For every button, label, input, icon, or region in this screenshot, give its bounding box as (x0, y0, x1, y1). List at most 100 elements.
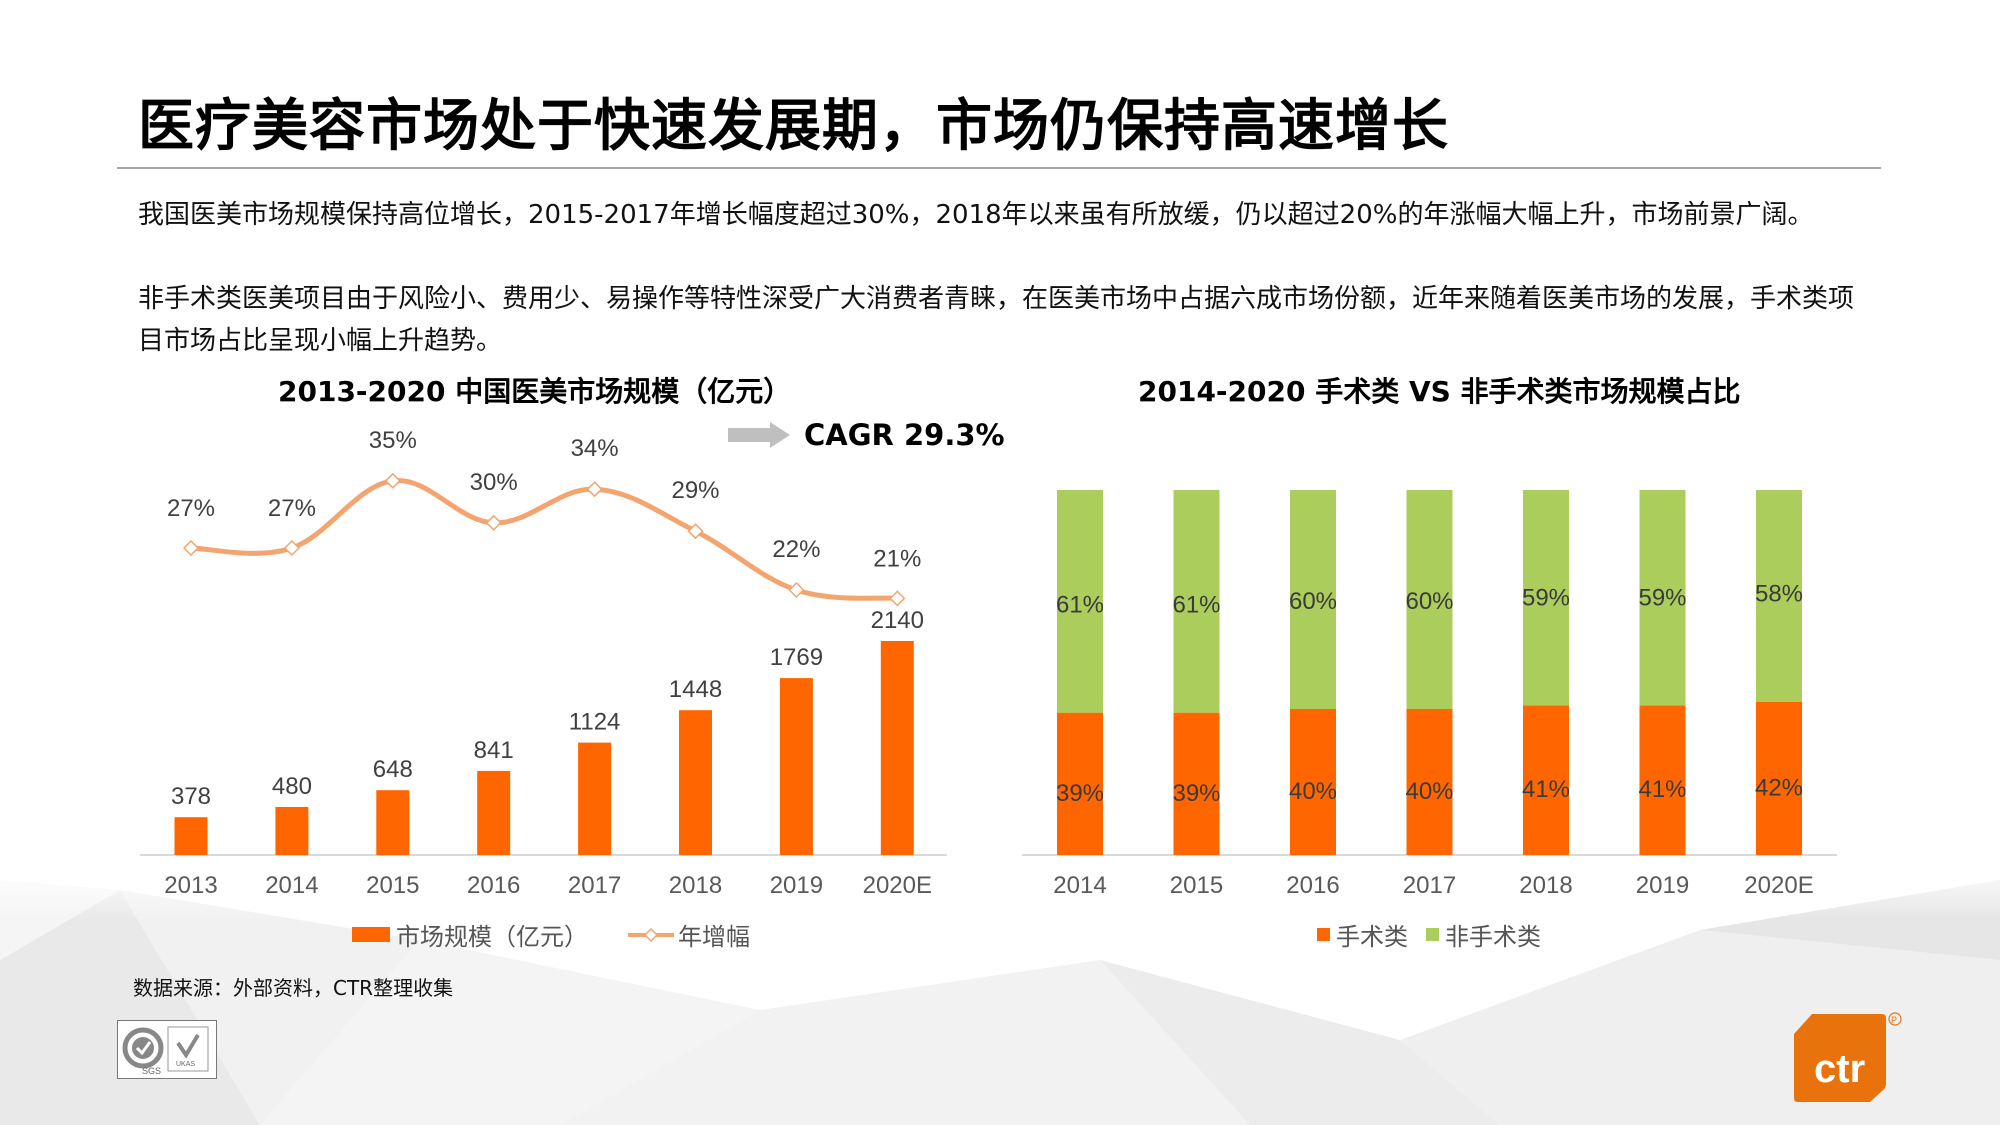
cagr-value: CAGR 29.3% (804, 418, 1005, 452)
growth-rate-marker (283, 539, 300, 557)
certification-badge: SGS UKAS (117, 1020, 217, 1079)
bar-value-label: 378 (171, 783, 211, 810)
surgical-share-label: 40% (1289, 778, 1337, 805)
x-tick-label: 2020E (1744, 872, 1813, 899)
slide-title: 医疗美容市场处于快速发展期，市场仍保持高速增长 (138, 94, 1449, 159)
non-surgical-share-label: 59% (1522, 584, 1570, 611)
cagr-annotation: CAGR 29.3% (728, 418, 1005, 452)
ctr-logo: ctr P (1792, 1012, 1902, 1111)
non-surgical-bar-segment (1639, 490, 1686, 706)
registered-mark: P (1891, 1015, 1897, 1025)
svg-text:UKAS: UKAS (176, 1061, 195, 1068)
title-divider (117, 167, 1881, 169)
bar-value-label: 1124 (569, 709, 621, 736)
sgs-ukas-icon: SGS UKAS (122, 1026, 209, 1076)
x-tick-label: 2014 (265, 872, 318, 899)
share-chart-title: 2014-2020 手术类 VS 非手术类市场规模占比 (1138, 375, 1741, 408)
growth-rate-marker (384, 472, 401, 489)
legend-item-market-size: 市场规模（亿元） (352, 917, 588, 952)
legend-swatch-surgical (1317, 928, 1330, 941)
surgical-bar-segment (1523, 705, 1569, 855)
data-source-note: 数据来源：外部资料，CTR整理收集 (133, 976, 454, 1000)
surgical-bar-segment (1290, 709, 1336, 855)
non-surgical-bar-segment (1057, 490, 1103, 713)
legend-swatch-non-surgical (1426, 928, 1439, 941)
growth-rate-label: 22% (772, 536, 820, 563)
surgical-bar-segment (1057, 712, 1103, 855)
growth-rate-marker (889, 590, 906, 607)
x-tick-label: 2014 (1053, 872, 1106, 899)
surgical-bar-segment (1639, 705, 1686, 855)
legend-swatch-bar (352, 927, 390, 942)
growth-rate-label: 34% (571, 435, 619, 462)
legend-item-surgical: 手术类 (1317, 917, 1408, 952)
non-surgical-share-label: 59% (1638, 584, 1686, 611)
non-surgical-bar-segment (1406, 490, 1453, 709)
bar-value-label: 648 (373, 756, 413, 783)
surgical-bar-segment (1173, 712, 1220, 855)
legend-item-non-surgical: 非手术类 (1426, 917, 1541, 952)
growth-rate-label: 30% (470, 469, 518, 496)
surgical-share-label: 41% (1522, 776, 1570, 803)
x-tick-label: 2015 (366, 872, 419, 899)
x-tick-label: 2016 (1286, 872, 1339, 899)
x-tick-label: 2016 (467, 872, 520, 899)
arrow-right-icon (728, 422, 790, 448)
x-tick-label: 2018 (1519, 872, 1572, 899)
x-tick-label: 2015 (1170, 872, 1223, 899)
growth-rate-line (188, 478, 900, 601)
non-surgical-share-label: 60% (1289, 588, 1337, 615)
growth-rate-marker (788, 581, 805, 599)
surgical-bar-segment (1756, 701, 1802, 855)
market-size-chart-title: 2013-2020 中国医美市场规模（亿元） (278, 375, 792, 408)
non-surgical-share-label: 60% (1405, 588, 1453, 615)
non-surgical-share-label: 61% (1172, 592, 1220, 619)
non-surgical-share-label: 61% (1056, 592, 1104, 619)
growth-rate-label: 27% (167, 495, 215, 522)
market-size-bar (174, 817, 208, 855)
market-size-bar (880, 641, 914, 855)
x-tick-label: 2019 (1636, 872, 1689, 899)
x-tick-label: 2019 (770, 872, 823, 899)
x-tick-label: 2018 (669, 872, 722, 899)
legend-label: 年增幅 (678, 923, 750, 951)
bar-value-label: 1769 (770, 644, 823, 671)
surgical-share-label: 39% (1056, 780, 1104, 807)
growth-rate-label: 35% (369, 427, 417, 454)
growth-rate-marker (485, 514, 502, 531)
surgical-share-label: 42% (1755, 774, 1803, 801)
legend-swatch-line (628, 927, 674, 942)
non-surgical-bar-segment (1523, 490, 1569, 706)
non-surgical-share-label: 58% (1755, 581, 1803, 608)
bar-value-label: 841 (474, 737, 514, 764)
legend-label: 非手术类 (1445, 923, 1541, 951)
non-surgical-bar-segment (1290, 490, 1336, 709)
growth-rate-marker (586, 481, 603, 498)
legend-label: 市场规模（亿元） (396, 923, 588, 951)
non-surgical-bar-segment (1173, 490, 1220, 713)
market-size-bar (779, 678, 813, 855)
surgical-share-label: 39% (1172, 780, 1220, 807)
x-tick-label: 2017 (568, 872, 621, 899)
logo-text: ctr (1814, 1047, 1865, 1091)
bar-value-label: 1448 (669, 676, 722, 703)
market-size-bar (679, 710, 712, 855)
summary-paragraph-1: 我国医美市场规模保持高位增长，2015-2017年增长幅度超过30%，2018年… (138, 200, 1814, 230)
ctr-logo-icon: ctr P (1794, 1012, 1902, 1102)
summary-paragraph-2: 非手术类医美项目由于风险小、费用少、易操作等特性深受广大消费者青睐，在医美市场中… (138, 284, 1855, 356)
growth-rate-label: 21% (873, 545, 921, 572)
legend-item-growth: 年增幅 (628, 917, 750, 952)
bar-value-label: 480 (272, 773, 312, 800)
surgical-share-label: 40% (1405, 778, 1453, 805)
market-size-bar (275, 807, 309, 855)
x-tick-label: 2017 (1403, 872, 1456, 899)
x-tick-label: 2020E (863, 872, 932, 899)
share-legend: 手术类 非手术类 (1317, 917, 1581, 952)
surgical-bar-segment (1406, 709, 1453, 855)
legend-label: 手术类 (1336, 923, 1408, 951)
bar-value-label: 2140 (871, 607, 924, 634)
market-size-legend: 市场规模（亿元） 年增幅 (352, 917, 790, 952)
